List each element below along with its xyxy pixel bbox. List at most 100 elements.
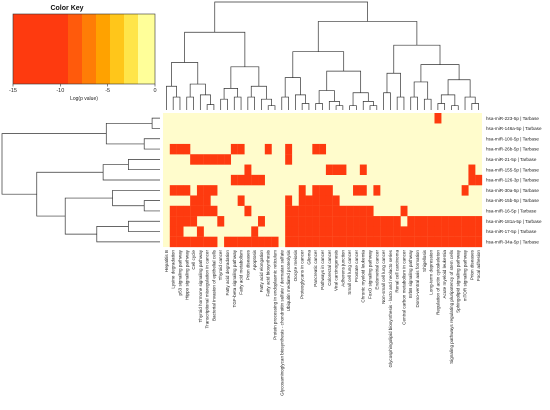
row-label: hsa-miR-155-5p | Tarbase <box>486 167 539 172</box>
heatmap-cell <box>312 195 320 206</box>
heatmap-cell <box>420 236 428 248</box>
heatmap-cell <box>237 236 245 248</box>
heatmap-cell <box>448 236 456 248</box>
heatmap-cell <box>305 195 313 206</box>
heatmap-cell <box>258 216 265 227</box>
column-label: mTOR signaling pathway <box>463 249 468 301</box>
dendrogram-branch <box>128 220 160 232</box>
row-labels: hsa-miR-223-5p | Tarbase hsa-miR-146a-5p … <box>486 116 542 245</box>
dendrogram-branch <box>447 79 471 98</box>
heatmap-cell <box>251 236 259 248</box>
row-label: hsa-miR-34a-5p | Tarbase <box>486 239 539 244</box>
color-key-xlabel: Log(p value) <box>70 96 98 102</box>
heatmap-cell <box>196 195 204 206</box>
heatmap-cell <box>427 236 435 248</box>
heatmap-cell <box>366 205 374 217</box>
dendrogram-branch <box>233 96 242 110</box>
heatmap-cell <box>230 174 238 186</box>
color-key-swatch <box>82 14 96 84</box>
dendrogram-branch <box>281 96 289 110</box>
heatmap-cell <box>190 154 198 165</box>
dendrogram-branch <box>166 85 177 110</box>
heatmap-cell <box>468 216 476 227</box>
column-label: Dorso-ventral axis formation <box>415 250 420 308</box>
column-label: Pancreatic cancer <box>313 250 318 287</box>
heatmap-cell <box>366 236 374 248</box>
heatmap-cell <box>190 195 198 206</box>
heatmap-cell <box>312 236 320 248</box>
heatmap-cell <box>407 236 415 248</box>
column-label: FoxO signaling pathway <box>368 249 373 299</box>
heatmap-cell <box>441 216 449 227</box>
column-label: Ubiquitin mediated proteolysis <box>286 249 291 311</box>
color-key-title: Color Key <box>50 5 83 12</box>
heatmap-cell <box>468 236 476 248</box>
heatmap-cell <box>203 154 211 165</box>
heatmap-cell <box>339 164 347 175</box>
color-key-swatch <box>96 14 110 84</box>
heatmap-cell <box>454 236 462 248</box>
heatmap-cell <box>353 236 360 248</box>
heatmap-cell <box>196 154 204 165</box>
heatmap-cell <box>434 113 442 124</box>
heatmap-cell <box>373 236 381 248</box>
column-label: Pathways in cancer <box>320 250 325 290</box>
dendrogram-branch <box>335 105 344 110</box>
dendrogram-branch <box>396 96 405 110</box>
heatmap-cell <box>380 226 388 237</box>
color-key-tick-label: 0 <box>153 88 156 94</box>
heatmap-cell <box>203 195 211 206</box>
row-label: hsa-miR-126-3p | Tarbase <box>486 178 539 183</box>
heatmap-cell <box>291 236 299 248</box>
heatmap-cell <box>414 216 422 227</box>
heatmap-cell <box>441 236 449 248</box>
heatmap-cell <box>353 185 360 196</box>
heatmap-cell <box>319 143 327 155</box>
heatmap-cell <box>183 143 191 155</box>
heatmap-cell <box>475 236 483 248</box>
heatmap-cell <box>339 226 347 237</box>
dendrogram-branch <box>326 70 362 93</box>
heatmap-cell <box>237 195 245 206</box>
column-label: Focal adhesion <box>476 250 481 282</box>
column-label: Hippo signaling pathway <box>184 249 189 300</box>
heatmap-cell <box>346 216 354 227</box>
heatmap-cell <box>291 216 299 227</box>
row-label: hsa-miR-26b-5p | Tarbase <box>486 147 539 152</box>
heatmap-cell <box>244 174 252 186</box>
heatmap-cell <box>407 226 415 237</box>
heatmap-cell <box>312 205 320 217</box>
heatmap-cell <box>305 216 313 227</box>
heatmap-cell <box>380 236 388 248</box>
column-label: Glycosphingolipid biosynthesis - lacto a… <box>388 249 393 367</box>
heatmap-cell <box>305 226 313 237</box>
dendrogram-branch <box>102 164 160 181</box>
column-label: Fatty acid biosynthesis <box>266 249 271 296</box>
column-label: Renal cell carcinoma <box>395 250 400 293</box>
column-label: Transcriptional misregulation in cancer <box>205 250 210 329</box>
color-key-tick-label: -10 <box>56 88 64 94</box>
dendrogram-branch <box>1 133 107 195</box>
column-label: Prion diseases <box>469 249 474 280</box>
dendrogram-branch <box>36 171 104 217</box>
heatmap-cell <box>264 143 272 155</box>
heatmap-cell <box>332 226 340 237</box>
heatmap-cell <box>475 174 483 186</box>
column-label: Fatty acid degradation <box>225 250 230 296</box>
column-label: Thyroid hormone signaling pathway <box>198 249 203 322</box>
heatmap-cell <box>339 205 347 217</box>
heatmap-cell <box>475 216 483 227</box>
heatmap-cell <box>332 236 340 248</box>
row-label: hsa-miR-146a-5p | Tarbase <box>486 126 542 131</box>
heatmap-cell <box>305 236 313 248</box>
heatmap-cell <box>190 205 198 217</box>
heatmap-cell <box>264 236 272 248</box>
heatmap-cell <box>448 226 456 237</box>
column-label: Lysine degradation <box>171 250 176 289</box>
heatmap-cell <box>386 226 394 237</box>
dendrogram-branch <box>186 96 194 110</box>
heatmap-cell <box>366 226 374 237</box>
heatmap-cell <box>332 164 340 175</box>
column-label: Proteoglycans in cancer <box>300 250 305 299</box>
heatmap-cell <box>176 205 184 217</box>
